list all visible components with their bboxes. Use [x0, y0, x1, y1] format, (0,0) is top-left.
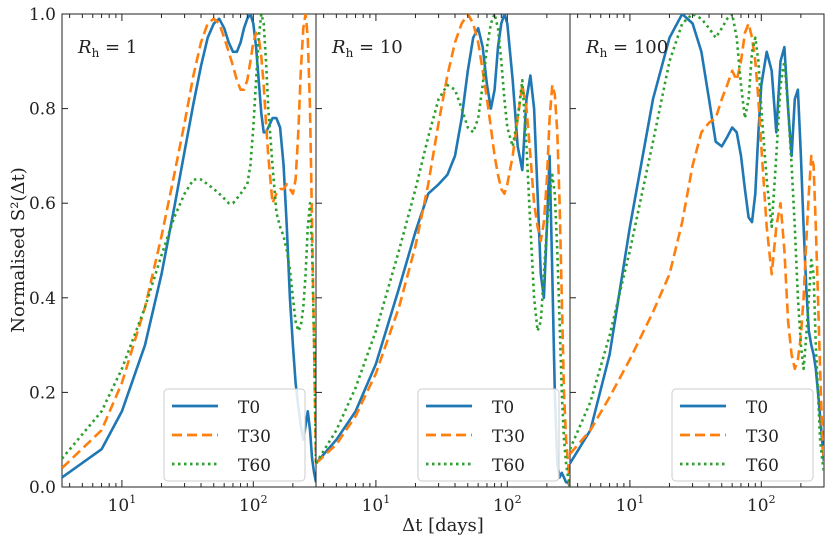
- y-tick-label: 0.8: [29, 100, 56, 120]
- x-ticks: 101 102: [316, 13, 571, 516]
- panel-title: Rh = 10: [331, 37, 403, 60]
- legend-label-t30: T30: [746, 427, 779, 447]
- y-tick-label: 0.4: [29, 289, 56, 309]
- y-ticks: 0.0 0.2 0.4 0.6 0.8 1.0: [29, 5, 56, 498]
- legend-box: [671, 388, 814, 482]
- legend-box: [163, 388, 306, 482]
- x-ticks: 101 102: [62, 13, 317, 516]
- x-tick-label: 102: [747, 493, 776, 516]
- x-ticks: 101 102: [570, 13, 825, 516]
- legend: T0 T30 T60: [417, 388, 560, 482]
- series-line-t60: [62, 14, 316, 464]
- panel-rh-100: 101 102 Rh = 100 T0 T30 T60: [569, 13, 825, 516]
- y-tick-label: 1.0: [29, 5, 56, 25]
- legend-label-t0: T0: [492, 398, 514, 418]
- panel-rh-1: 101 102 Rh = 1 T0 T30 T60: [61, 13, 317, 516]
- legend-label-t0: T0: [746, 398, 768, 418]
- panel-rh-10: 101 102 Rh = 10 T0 T30 T60: [315, 13, 571, 516]
- series-line-t30: [62, 14, 316, 470]
- series-lines: [570, 14, 824, 473]
- series-line-t30: [570, 22, 824, 464]
- x-tick-label: 101: [362, 493, 391, 516]
- x-tick-label: 101: [108, 493, 137, 516]
- x-tick-label: 102: [239, 493, 268, 516]
- legend-box: [417, 388, 560, 482]
- series-line-t60: [570, 14, 824, 473]
- legend: T0 T30 T60: [671, 388, 814, 482]
- legend-label-t30: T30: [492, 427, 525, 447]
- x-axis-label: Δt [days]: [402, 515, 484, 536]
- panel-title: Rh = 100: [585, 37, 668, 60]
- legend-label-t60: T60: [746, 456, 779, 476]
- legend-label-t0: T0: [238, 398, 260, 418]
- x-tick-label: 101: [616, 493, 645, 516]
- legend: T0 T30 T60: [163, 388, 306, 482]
- y-axis-label: Normalised S²(Δt): [8, 167, 29, 332]
- y-tick-label: 0.6: [29, 194, 56, 214]
- legend-label-t60: T60: [492, 456, 525, 476]
- y-tick-label: 0.2: [29, 383, 56, 403]
- legend-label-t60: T60: [238, 456, 271, 476]
- panel-title: Rh = 1: [77, 37, 137, 60]
- series-line-t60: [316, 14, 570, 487]
- legend-label-t30: T30: [238, 427, 271, 447]
- x-tick-label: 102: [493, 493, 522, 516]
- y-tick-label: 0.0: [29, 478, 56, 498]
